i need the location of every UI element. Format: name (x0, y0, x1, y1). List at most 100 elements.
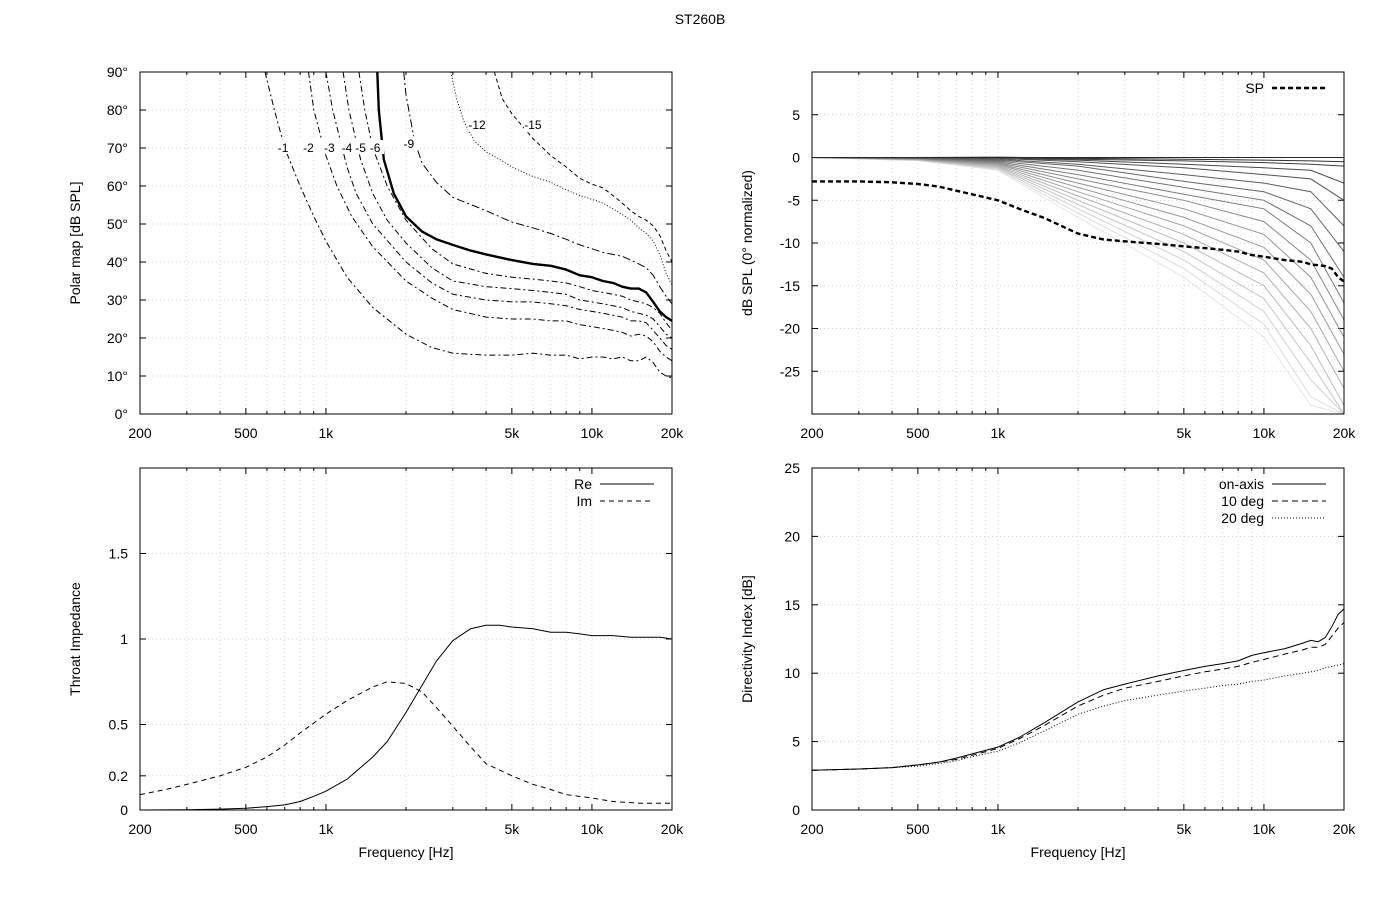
di-x-tick-label: 500 (906, 821, 930, 837)
spl-grid (812, 72, 1344, 414)
spl-panel: -25 -20 -15 -10 -5 0 5 200 500 1k 5k 10k 20k dB SPL (… (739, 71, 1357, 441)
polar-y-tick-label: 60° (107, 178, 128, 194)
impedance-y-tick-label: 0.2 (109, 768, 129, 784)
polar-y-tick-label: 80° (107, 102, 128, 118)
polar-contour-label-bg (274, 140, 293, 154)
polar-series-line (493, 72, 672, 263)
di-plot-border (811, 467, 1345, 811)
di-series-line (812, 608, 1344, 771)
impedance-x-axis-label: Frequency [Hz] (359, 844, 454, 860)
di-y-tick-label: 20 (784, 528, 800, 544)
impedance-legend-label: Re (574, 476, 592, 492)
di-y-tick-label: 10 (784, 665, 800, 681)
impedance-y-tick-label: 0 (120, 802, 128, 818)
polar-contour-label: -12 (468, 118, 486, 132)
di-grid (812, 468, 1344, 810)
spl-y-tick-label: -20 (780, 321, 800, 337)
di-series-line (812, 663, 1344, 771)
polar-contour-label-bg (351, 140, 370, 154)
spl-x-tick-label: 200 (800, 425, 824, 441)
polar-x-tick-label: 5k (504, 425, 520, 441)
spl-angle-curve (812, 157, 1344, 414)
spl-legend-label: SP (1245, 80, 1264, 96)
di-x-tick-label: 1k (991, 821, 1007, 837)
spl-x-tick-label: 10k (1253, 425, 1277, 441)
polar-contour-label-bg (399, 136, 418, 151)
impedance-x-tick-label: 1k (319, 821, 335, 837)
impedance-y-tick-label: 1 (120, 631, 128, 647)
impedance-series-line (140, 624, 672, 810)
polar-contour-label: -3 (324, 141, 335, 155)
spl-x-tick-label: 20k (1333, 425, 1357, 441)
impedance-x-tick-label: 5k (504, 821, 520, 837)
polar-series-line (358, 72, 672, 331)
spl-y-tick-label: 5 (792, 107, 800, 123)
polar-contour-label-bg (366, 140, 385, 154)
polar-y-tick-label: 90° (107, 64, 128, 80)
polar-y-tick-label: 20° (107, 330, 128, 346)
impedance-x-tick-label: 500 (234, 821, 258, 837)
di-y-tick-label: 5 (792, 734, 800, 750)
polar-contour-label-bg (337, 140, 356, 154)
polar-y-tick-label: 0° (115, 406, 128, 422)
spl-y-tick-label: -15 (780, 278, 800, 294)
di-y-tick-label: 0 (792, 802, 800, 818)
polar-y-axis-label: Polar map [dB SPL] (67, 182, 83, 305)
impedance-y-tick-label: 0.5 (109, 717, 129, 733)
polar-series-line (264, 72, 672, 379)
polar-series-line (376, 72, 672, 322)
polar-contour-label: -2 (303, 141, 314, 155)
di-plot-area (812, 608, 1344, 771)
polar-plot-border (139, 71, 673, 415)
polar-y-tick-label: 50° (107, 216, 128, 232)
spl-y-axis-label: dB SPL (0° normalized) (739, 170, 755, 316)
polar-contour-label-bg (320, 140, 339, 154)
di-y-axis-label: Directivity Index [dB] (739, 575, 755, 703)
polar-series-line (403, 72, 672, 305)
impedance-x-tick-label: 200 (128, 821, 152, 837)
polar-x-tick-label: 10k (581, 425, 605, 441)
polar-y-tick-label: 70° (107, 140, 128, 156)
polar-contour-label: -4 (342, 141, 353, 155)
impedance-y-axis-label: Throat Impedance (67, 582, 83, 696)
spl-y-tick-label: -10 (780, 235, 800, 251)
polar-y-tick-label: 10° (107, 368, 128, 384)
di-x-tick-label: 200 (800, 821, 824, 837)
di-y-tick-label: 25 (784, 460, 800, 476)
polar-plot-area: -1 -2 -3 -4 -5 -6 -9 -12 -15 (264, 72, 672, 379)
impedance-panel: 0 0.2 0.5 1 1.5 200 500 1k 5k 10k 20k Throat Impeda… (67, 467, 685, 860)
polar-contour-label: -15 (524, 118, 542, 132)
di-x-tick-label: 20k (1333, 821, 1357, 837)
polar-contour-label: -9 (404, 137, 415, 151)
polar-y-tick-label: 30° (107, 292, 128, 308)
di-x-axis-label: Frequency [Hz] (1031, 844, 1126, 860)
polar-contour-label: -1 (278, 141, 289, 155)
di-y-tick-label: 15 (784, 597, 800, 613)
spl-plot-border (811, 71, 1345, 415)
spl-legend: SP (1245, 80, 1326, 96)
polar-x-tick-label: 20k (661, 425, 685, 441)
polar-x-tick-label: 200 (128, 425, 152, 441)
impedance-x-tick-label: 20k (661, 821, 685, 837)
polar-series-line (342, 72, 672, 339)
figure-title: ST260B (675, 11, 726, 27)
spl-x-tick-label: 500 (906, 425, 930, 441)
di-legend-label: on-axis (1219, 476, 1264, 492)
impedance-legend-label: Im (576, 493, 592, 509)
spl-y-tick-label: 0 (792, 150, 800, 166)
polar-series-line (308, 72, 672, 362)
polar-contour-label: -6 (370, 141, 381, 155)
spl-y-tick-label: -5 (788, 192, 801, 208)
polar-series-line (325, 72, 672, 350)
di-legend-label: 10 deg (1221, 493, 1264, 509)
di-series-line (812, 622, 1344, 771)
di-panel: 0 5 10 15 20 25 200 500 1k 5k 10k 20k Directivity In… (739, 460, 1356, 860)
impedance-y-tick-label: 1.5 (109, 546, 129, 562)
di-legend-label: 20 deg (1221, 510, 1264, 526)
spl-y-tick-label: -25 (780, 363, 800, 379)
polar-x-tick-label: 500 (234, 425, 258, 441)
impedance-x-tick-label: 10k (581, 821, 605, 837)
